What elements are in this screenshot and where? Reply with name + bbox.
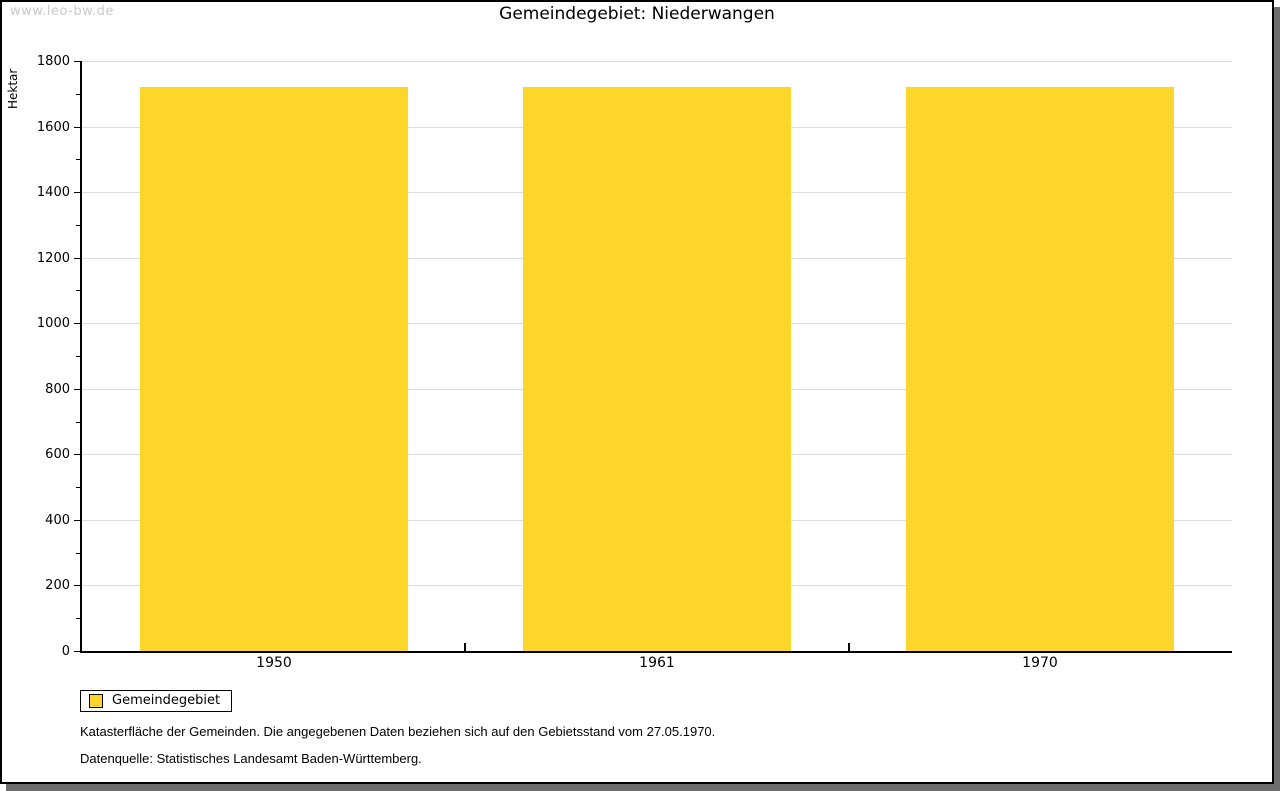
gridline-1800 — [82, 61, 1232, 62]
y-major-tick-600 — [74, 454, 80, 455]
y-tick-label-800: 800 — [45, 382, 70, 397]
y-minor-tick-1700 — [76, 94, 80, 95]
y-tick-label-1200: 1200 — [36, 251, 70, 266]
y-minor-tick-500 — [76, 487, 80, 488]
y-tick-label-600: 600 — [45, 447, 70, 462]
y-major-tick-200 — [74, 585, 80, 586]
y-major-tick-1200 — [74, 258, 80, 259]
x-tick-label-1970: 1970 — [1022, 655, 1058, 671]
x-axis-line — [80, 651, 1232, 653]
y-major-tick-1400 — [74, 192, 80, 193]
y-major-tick-800 — [74, 389, 80, 390]
y-tick-label-1800: 1800 — [36, 54, 70, 69]
y-minor-tick-900 — [76, 356, 80, 357]
y-major-tick-1000 — [74, 323, 80, 324]
y-minor-tick-300 — [76, 553, 80, 554]
chart-title: Gemeindegebiet: Niederwangen — [499, 4, 775, 24]
y-tick-label-0: 0 — [61, 644, 70, 659]
legend-label: Gemeindegebiet — [112, 693, 221, 708]
y-tick-label-1600: 1600 — [36, 120, 70, 135]
y-tick-label-1400: 1400 — [36, 185, 70, 200]
bar-1950 — [140, 87, 408, 651]
y-minor-tick-100 — [76, 618, 80, 619]
x-tick-label-1961: 1961 — [639, 655, 675, 671]
y-major-tick-1800 — [74, 61, 80, 62]
x-tick-label-1950: 1950 — [256, 655, 292, 671]
y-minor-tick-1300 — [76, 225, 80, 226]
y-major-tick-400 — [74, 520, 80, 521]
legend-swatch — [89, 694, 103, 708]
y-major-tick-1600 — [74, 127, 80, 128]
category-boundary-tick-1 — [464, 643, 466, 651]
y-minor-tick-1100 — [76, 290, 80, 291]
category-boundary-tick-2 — [848, 643, 850, 651]
bar-1970 — [906, 87, 1174, 651]
y-major-tick-0 — [74, 651, 80, 652]
footnote-description: Katasterfläche der Gemeinden. Die angege… — [80, 724, 716, 739]
y-axis-line — [80, 61, 82, 653]
legend: Gemeindegebiet — [80, 690, 232, 712]
y-tick-label-1000: 1000 — [36, 316, 70, 331]
y-tick-label-200: 200 — [45, 578, 70, 593]
watermark: www.leo-bw.de — [10, 4, 114, 19]
y-minor-tick-700 — [76, 422, 80, 423]
footnote-source: Datenquelle: Statistisches Landesamt Bad… — [80, 751, 422, 766]
bar-1961 — [523, 87, 791, 651]
y-axis-title: Hektar — [6, 68, 20, 109]
y-minor-tick-1500 — [76, 159, 80, 160]
y-tick-label-400: 400 — [45, 513, 70, 528]
